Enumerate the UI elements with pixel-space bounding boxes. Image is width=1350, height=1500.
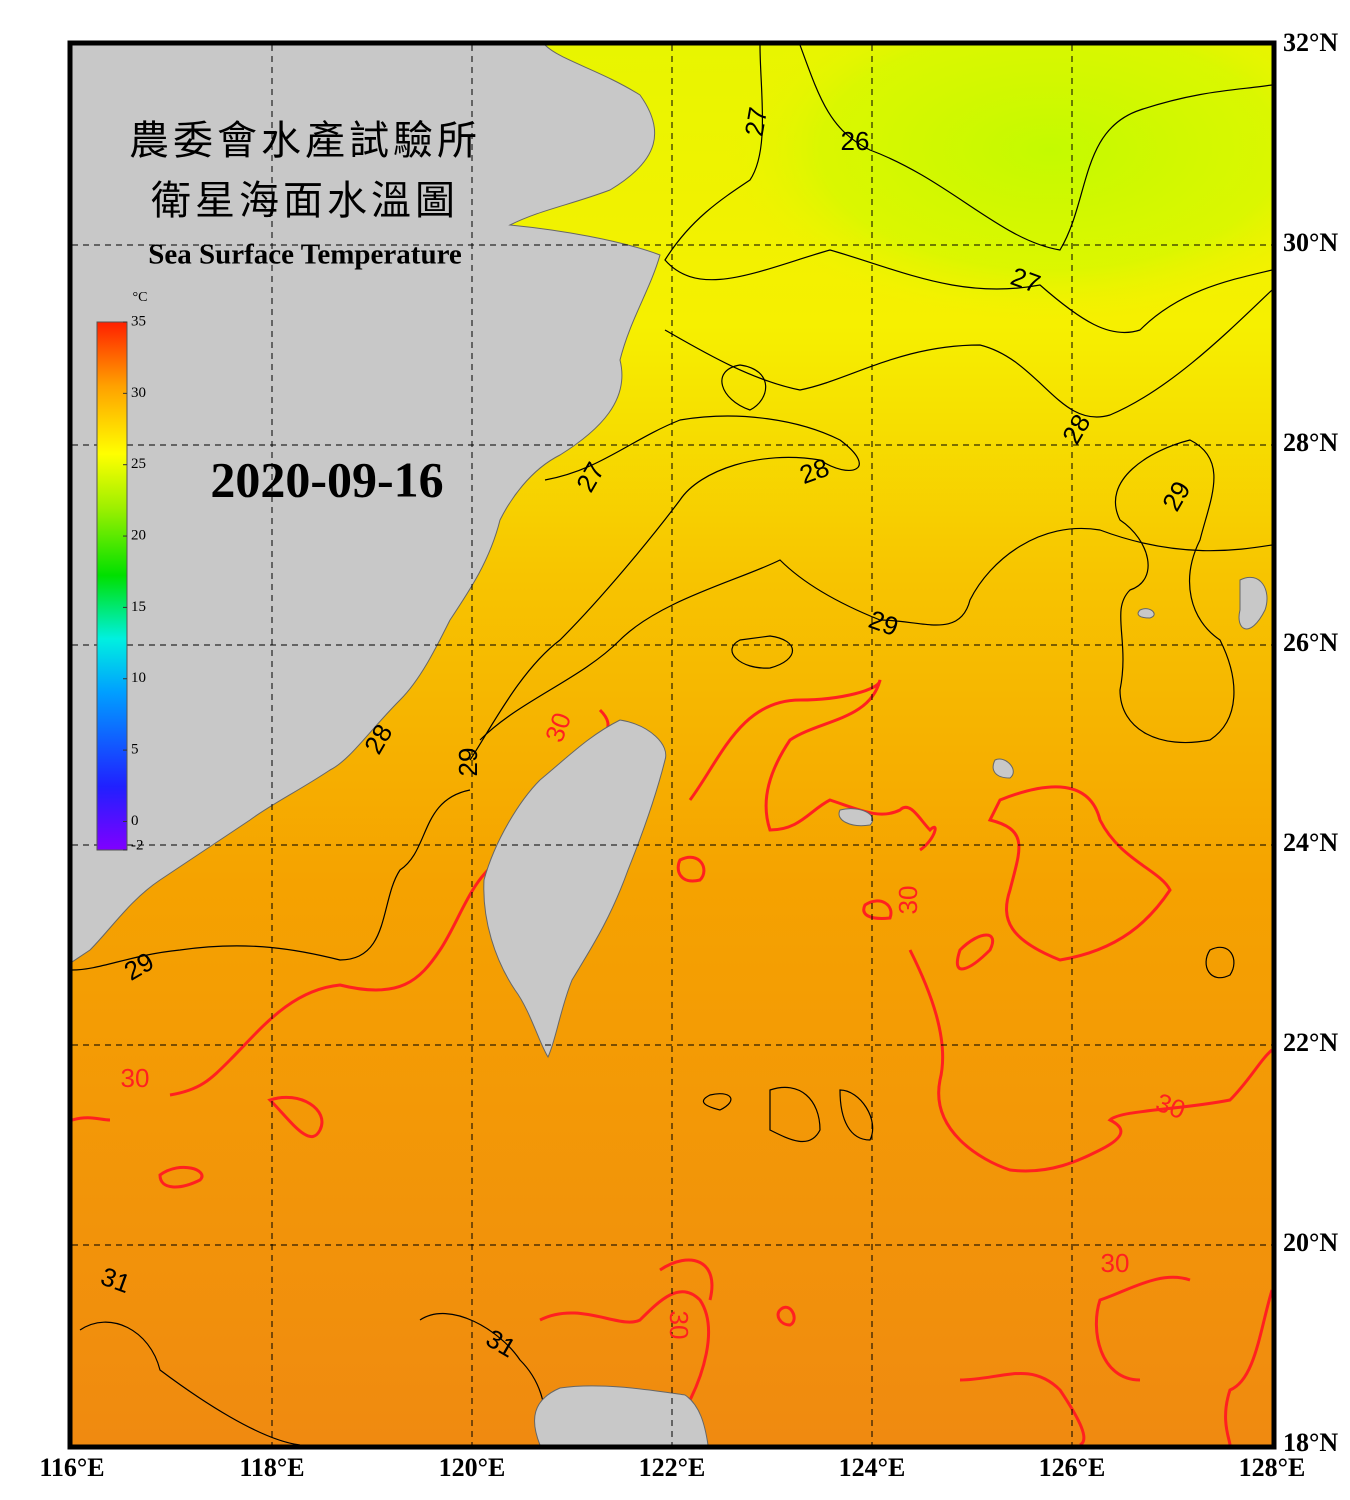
china-coast [72, 45, 661, 963]
contour-label: 30 [893, 886, 923, 915]
contour-label: 26 [841, 126, 870, 156]
y-tick-label: 18°N [1283, 1428, 1338, 1457]
y-tick-label: 24°N [1283, 828, 1338, 857]
y-tick-label: 30°N [1283, 228, 1338, 257]
x-tick-label: 118°E [239, 1453, 304, 1482]
colorbar-tick-label: 5 [131, 742, 139, 758]
colorbar-tick-label: 10 [131, 670, 146, 686]
y-tick-label: 26°N [1283, 628, 1338, 657]
colorbar-tick-label: 20 [131, 527, 146, 543]
contour-label: 30 [1101, 1248, 1130, 1278]
x-tick-label: 124°E [839, 1453, 906, 1482]
x-tick-label: 122°E [639, 1453, 706, 1482]
contour-label: 30 [121, 1063, 150, 1093]
map-frame [67, 40, 1277, 1450]
subtitle-zh: 衛星海面水溫圖 [151, 178, 459, 223]
cool-water [720, 45, 1272, 320]
colorbar-tick-label: 25 [131, 456, 146, 472]
colorbar-unit: °C [133, 290, 148, 305]
colorbar-ticks: 35 30 25 20 15 10 5 0 -2 [123, 313, 146, 853]
isotherm-30 [72, 679, 1272, 1445]
islands [838, 576, 1268, 827]
land [72, 45, 1268, 1445]
axes: 116°E 118°E 120°E 122°E 124°E 126°E 128°E 32°N 3… [39, 28, 1338, 1482]
colorbar [96, 321, 128, 851]
title-en: Sea Surface Temperature [148, 239, 462, 271]
y-tick-label: 28°N [1283, 428, 1338, 457]
isotherms [72, 45, 1272, 1445]
contour-label: 29 [453, 748, 483, 777]
colorbar-tick-label: 0 [131, 813, 139, 829]
x-tick-label: 126°E [1039, 1453, 1106, 1482]
colorbar-tick-label: -2 [131, 837, 144, 853]
taiwan [483, 719, 667, 1059]
colorbar-tick-label: 30 [131, 385, 146, 401]
x-tick-label: 120°E [439, 1453, 506, 1482]
y-tick-label: 22°N [1283, 1028, 1338, 1057]
x-tick-label: 128°E [1239, 1453, 1306, 1482]
graticule [72, 45, 1272, 1445]
x-tick-label: 116°E [39, 1453, 104, 1482]
y-tick-label: 20°N [1283, 1228, 1338, 1257]
luzon [534, 1385, 709, 1445]
title-zh: 農委會水產試驗所 [129, 118, 481, 163]
y-tick-label: 32°N [1283, 28, 1338, 57]
colorbar-tick-label: 35 [131, 313, 146, 329]
contour-label: 30 [664, 1311, 694, 1340]
date: 2020-09-16 [210, 451, 443, 507]
colorbar-tick-label: 15 [131, 599, 146, 615]
contour-label: 27 [739, 105, 774, 139]
